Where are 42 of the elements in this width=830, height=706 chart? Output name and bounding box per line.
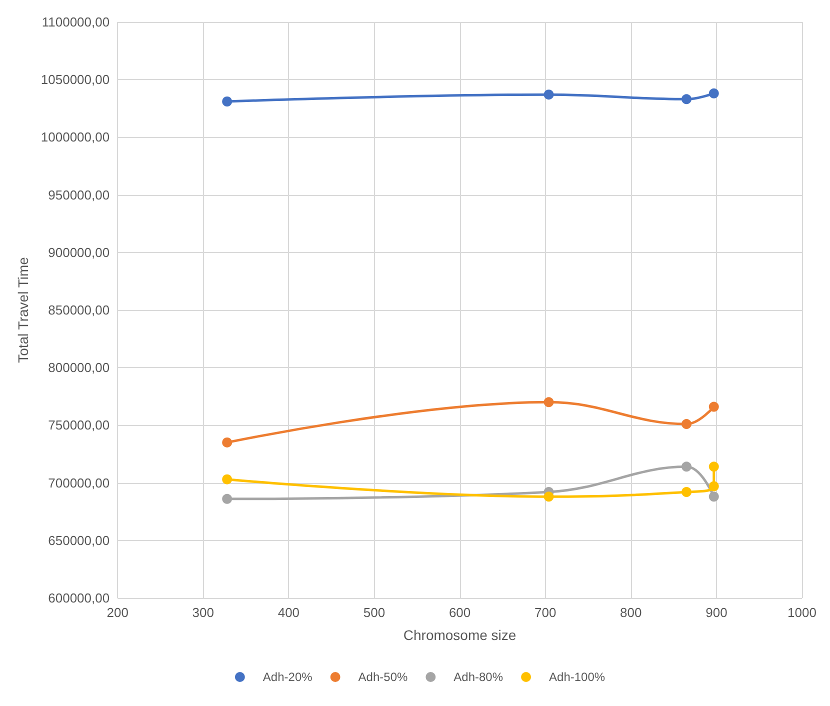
- point: [708, 88, 719, 98]
- point: [708, 492, 719, 502]
- x-tick-label: 900: [706, 605, 728, 620]
- legend-label: Adh-100%: [549, 670, 606, 684]
- y-axis-title: Total Travel Time: [15, 256, 31, 363]
- point: [682, 94, 692, 104]
- x-tick-label: 200: [106, 605, 128, 620]
- x-tick-label: 700: [534, 605, 556, 620]
- y-tick-label: 700000,00: [48, 475, 110, 490]
- y-tick-label: 900000,00: [48, 244, 110, 260]
- point: [708, 402, 719, 412]
- y-tick-label: 650000,00: [48, 532, 110, 548]
- legend-label: Adh-20%: [262, 670, 313, 684]
- x-tick-label: 300: [192, 605, 214, 620]
- y-tick-label: 800000,00: [48, 360, 110, 376]
- point: [682, 462, 692, 472]
- point: [544, 90, 554, 100]
- point: [222, 96, 232, 106]
- y-tick-label: 750000,00: [48, 418, 110, 433]
- point: [544, 492, 554, 502]
- x-tick-label: 1000: [788, 605, 816, 620]
- legend-label: Adh-50%: [358, 670, 408, 684]
- x-tick-label: 800: [620, 605, 642, 620]
- point: [222, 494, 232, 504]
- point: [682, 487, 692, 498]
- legend-label: Adh-80%: [454, 670, 504, 684]
- point: [682, 419, 692, 430]
- x-axis-title: Chromosome size: [403, 627, 516, 643]
- x-tick-label: 600: [448, 605, 471, 620]
- y-tick-label: 850000,00: [48, 302, 110, 318]
- point: [708, 462, 719, 472]
- point: [708, 481, 719, 492]
- y-tick-label: 950000,00: [48, 187, 110, 202]
- y-tick-label: 1050000,00: [40, 72, 110, 88]
- point: [222, 474, 232, 484]
- point: [544, 397, 554, 408]
- y-tick-label: 1000000,00: [40, 130, 110, 145]
- y-tick-label: 600000,00: [48, 590, 110, 606]
- x-tick-label: 400: [278, 605, 300, 620]
- y-tick-label: 1100000,00: [42, 14, 110, 30]
- x-tick-label: 500: [363, 605, 386, 620]
- point: [222, 437, 232, 448]
